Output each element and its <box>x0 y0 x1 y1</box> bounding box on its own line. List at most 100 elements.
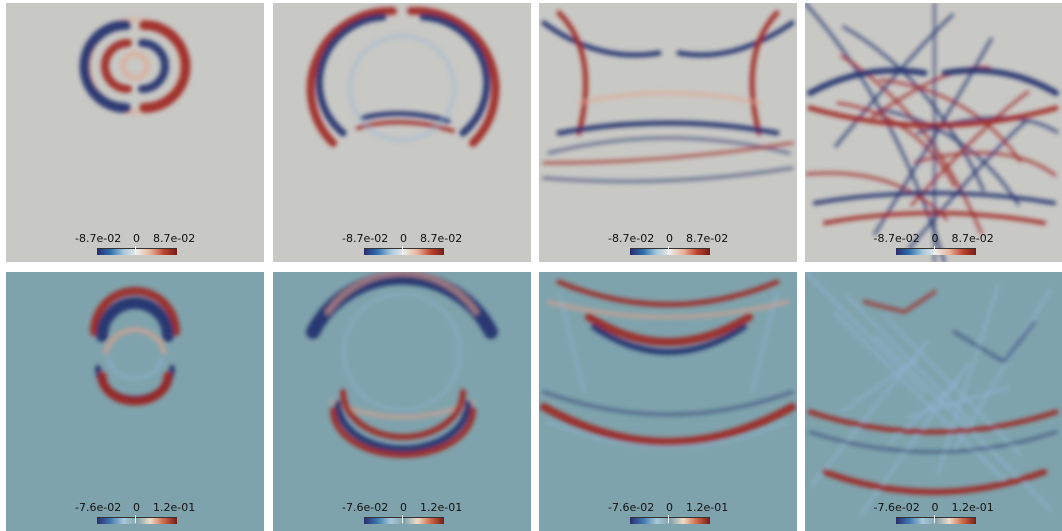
colorbar-labels: -8.7e-02 0 8.7e-02 <box>273 232 531 246</box>
colorbar: -7.6e-02 0 1.2e-01 <box>273 501 531 531</box>
wavefront <box>833 311 1005 481</box>
wavefront <box>542 166 794 183</box>
wavefront <box>547 136 791 155</box>
panel-top-3: -8.7e-02 0 8.7e-02 <box>539 3 797 262</box>
colorbar-gradient <box>895 248 976 255</box>
wavefront <box>585 313 753 346</box>
wavefront <box>952 320 1036 364</box>
wavefield-bottom-t2 <box>306 272 498 458</box>
wavefront <box>101 39 132 93</box>
wavefield-top-t4 <box>805 3 1060 262</box>
colorbar-gradient <box>364 517 444 524</box>
wavefront <box>834 13 954 148</box>
colorbar-gradient <box>630 517 710 524</box>
wavefield-bottom-t3 <box>540 279 796 449</box>
colorbar-mid-label: 0 <box>133 232 140 245</box>
wavefront <box>360 111 451 124</box>
wavefront <box>879 78 1022 163</box>
wavefront <box>556 279 780 307</box>
wavefront <box>577 91 761 105</box>
wavefront <box>540 403 796 446</box>
colorbar-gradient <box>630 248 710 255</box>
colorbar-gradient <box>364 248 444 255</box>
colorbar-max-label: 1.2e-01 <box>153 501 196 514</box>
colorbar-zero-tick <box>135 515 136 523</box>
colorbar-max-label: 8.7e-02 <box>951 232 994 245</box>
wavefront <box>97 371 173 406</box>
wavefront <box>806 67 928 96</box>
colorbar-zero-tick <box>668 246 669 254</box>
colorbar-gradient <box>895 517 976 524</box>
colorbar-max-label: 1.2e-01 <box>951 501 994 514</box>
wavefront <box>873 37 993 236</box>
wavefield-bottom-t4 <box>805 272 1059 518</box>
colorbar-min-label: -7.6e-02 <box>342 501 389 514</box>
panel-bottom-3: -7.6e-02 0 1.2e-01 <box>539 272 797 531</box>
wavefield-top-t1 <box>79 17 191 115</box>
colorbar-min-label: -8.7e-02 <box>873 232 920 245</box>
colorbar-gradient <box>97 517 177 524</box>
wavefront <box>306 272 498 339</box>
wavefront <box>330 407 476 458</box>
wavefront <box>340 389 466 440</box>
panel-top-2: -8.7e-02 0 8.7e-02 <box>273 3 531 262</box>
wavefront <box>556 120 780 136</box>
wavefront <box>844 293 974 425</box>
wavefront <box>556 10 589 136</box>
wavefront <box>407 6 500 147</box>
wavefront <box>96 297 174 342</box>
wavefront <box>871 66 991 119</box>
colorbar-labels: -7.6e-02 0 1.2e-01 <box>539 501 797 515</box>
wavefront <box>841 357 919 413</box>
wavefront <box>821 469 1048 495</box>
colorbar: -7.6e-02 0 1.2e-01 <box>539 501 797 531</box>
colorbar-mid-label: 0 <box>666 232 673 245</box>
wavefront <box>557 290 586 394</box>
wavefront <box>108 358 162 380</box>
wavefield-top-t2 <box>306 6 500 147</box>
colorbar-max-label: 1.2e-01 <box>686 501 729 514</box>
wavefront <box>807 409 1059 435</box>
colorbar-max-label: 8.7e-02 <box>420 232 463 245</box>
colorbar-min-label: -7.6e-02 <box>873 501 920 514</box>
colorbar-max-label: 8.7e-02 <box>153 232 196 245</box>
panel-bottom-1: -7.6e-02 0 1.2e-01 <box>6 272 264 531</box>
colorbar-mid-label: 0 <box>666 501 673 514</box>
colorbar-min-label: -8.7e-02 <box>75 232 122 245</box>
colorbar-gradient <box>97 248 177 255</box>
panel-top-1: -8.7e-02 0 8.7e-02 <box>6 3 264 262</box>
wavefront <box>908 119 1028 250</box>
colorbar: -8.7e-02 0 8.7e-02 <box>805 232 1062 262</box>
colorbar: -7.6e-02 0 1.2e-01 <box>805 501 1062 531</box>
wavefront <box>749 10 780 136</box>
colorbar-labels: -8.7e-02 0 8.7e-02 <box>539 232 797 246</box>
colorbar-mid-label: 0 <box>400 232 407 245</box>
wavefront <box>591 324 747 355</box>
wavefront <box>138 39 169 93</box>
wavefront <box>419 13 491 137</box>
wavefront <box>547 300 789 319</box>
wavefront <box>808 430 1058 454</box>
wavefront <box>325 272 479 315</box>
wavefront <box>910 90 1030 207</box>
colorbar-max-label: 1.2e-01 <box>420 501 463 514</box>
colorbar: -8.7e-02 0 8.7e-02 <box>6 232 264 262</box>
wavefront <box>676 20 795 58</box>
colorbar-labels: -8.7e-02 0 8.7e-02 <box>805 232 1062 246</box>
colorbar: -8.7e-02 0 8.7e-02 <box>539 232 797 262</box>
colorbar-min-label: -7.6e-02 <box>608 501 655 514</box>
wavefront <box>79 20 131 113</box>
colorbar-labels: -7.6e-02 0 1.2e-01 <box>273 501 531 515</box>
colorbar-zero-tick <box>668 515 669 523</box>
colorbar-min-label: -8.7e-02 <box>342 232 389 245</box>
colorbar-mid-label: 0 <box>931 501 939 514</box>
panel-top-4: -8.7e-02 0 8.7e-02 <box>805 3 1062 262</box>
panel-bottom-2: -7.6e-02 0 1.2e-01 <box>273 272 531 531</box>
colorbar-mid-label: 0 <box>400 501 407 514</box>
colorbar-max-label: 8.7e-02 <box>686 232 729 245</box>
wavefront <box>542 390 794 416</box>
wavefront <box>953 288 1052 450</box>
wavefront <box>315 13 387 137</box>
colorbar-mid-label: 0 <box>133 501 140 514</box>
colorbar-labels: -7.6e-02 0 1.2e-01 <box>805 501 1062 515</box>
